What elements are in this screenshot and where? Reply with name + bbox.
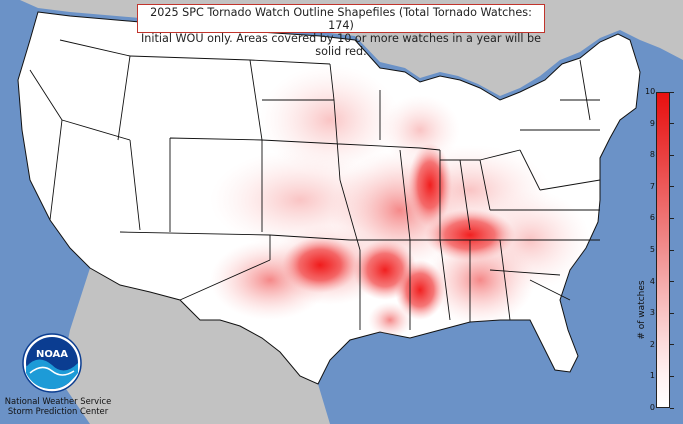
colorbar-tick-label: 4: [649, 276, 655, 286]
colorbar-tick: [670, 281, 674, 283]
colorbar-tick-label: 9: [649, 118, 655, 128]
colorbar: [656, 92, 670, 408]
mexico-land: [60, 268, 330, 424]
agency-text: National Weather Service Storm Predictio…: [2, 396, 114, 416]
noaa-logo-text: NOAA: [36, 349, 68, 360]
noaa-logo-icon: NOAA: [22, 333, 82, 393]
colorbar-tick: [670, 375, 674, 377]
colorbar-tick: [670, 154, 674, 156]
colorbar-tick-label: 6: [649, 213, 655, 223]
colorbar-tick-label: 2: [649, 339, 655, 349]
colorbar-tick: [670, 123, 674, 125]
colorbar-tick: [670, 186, 674, 188]
colorbar-tick-label: 1: [649, 371, 655, 381]
colorbar-tick-label: 8: [649, 150, 655, 160]
agency-line1: National Weather Service: [4, 396, 112, 406]
colorbar-tick: [670, 344, 674, 346]
colorbar-tick: [670, 407, 674, 409]
colorbar-tick-label: 0: [649, 403, 655, 412]
map-title-line1: 2025 SPC Tornado Watch Outline Shapefile…: [150, 6, 532, 32]
colorbar-tick: [670, 249, 674, 251]
colorbar-label: # of watches: [637, 280, 647, 340]
colorbar-tick-label: 3: [649, 308, 655, 318]
colorbar-tick: [670, 217, 674, 219]
map-title-box: 2025 SPC Tornado Watch Outline Shapefile…: [137, 4, 545, 58]
colorbar-tick-label: 5: [649, 245, 655, 254]
colorbar-tick-label: 10: [645, 87, 656, 96]
map-title-line2: Initial WOU only. Areas covered by 10 or…: [140, 32, 542, 58]
colorbar-tick: [670, 312, 674, 314]
state-borders: [29, 39, 601, 330]
watch-density-shading: [210, 65, 590, 338]
colorbar-tick-label: 7: [649, 181, 655, 191]
colorbar-tick: [670, 91, 674, 93]
agency-line2: Storm Prediction Center: [7, 406, 109, 416]
